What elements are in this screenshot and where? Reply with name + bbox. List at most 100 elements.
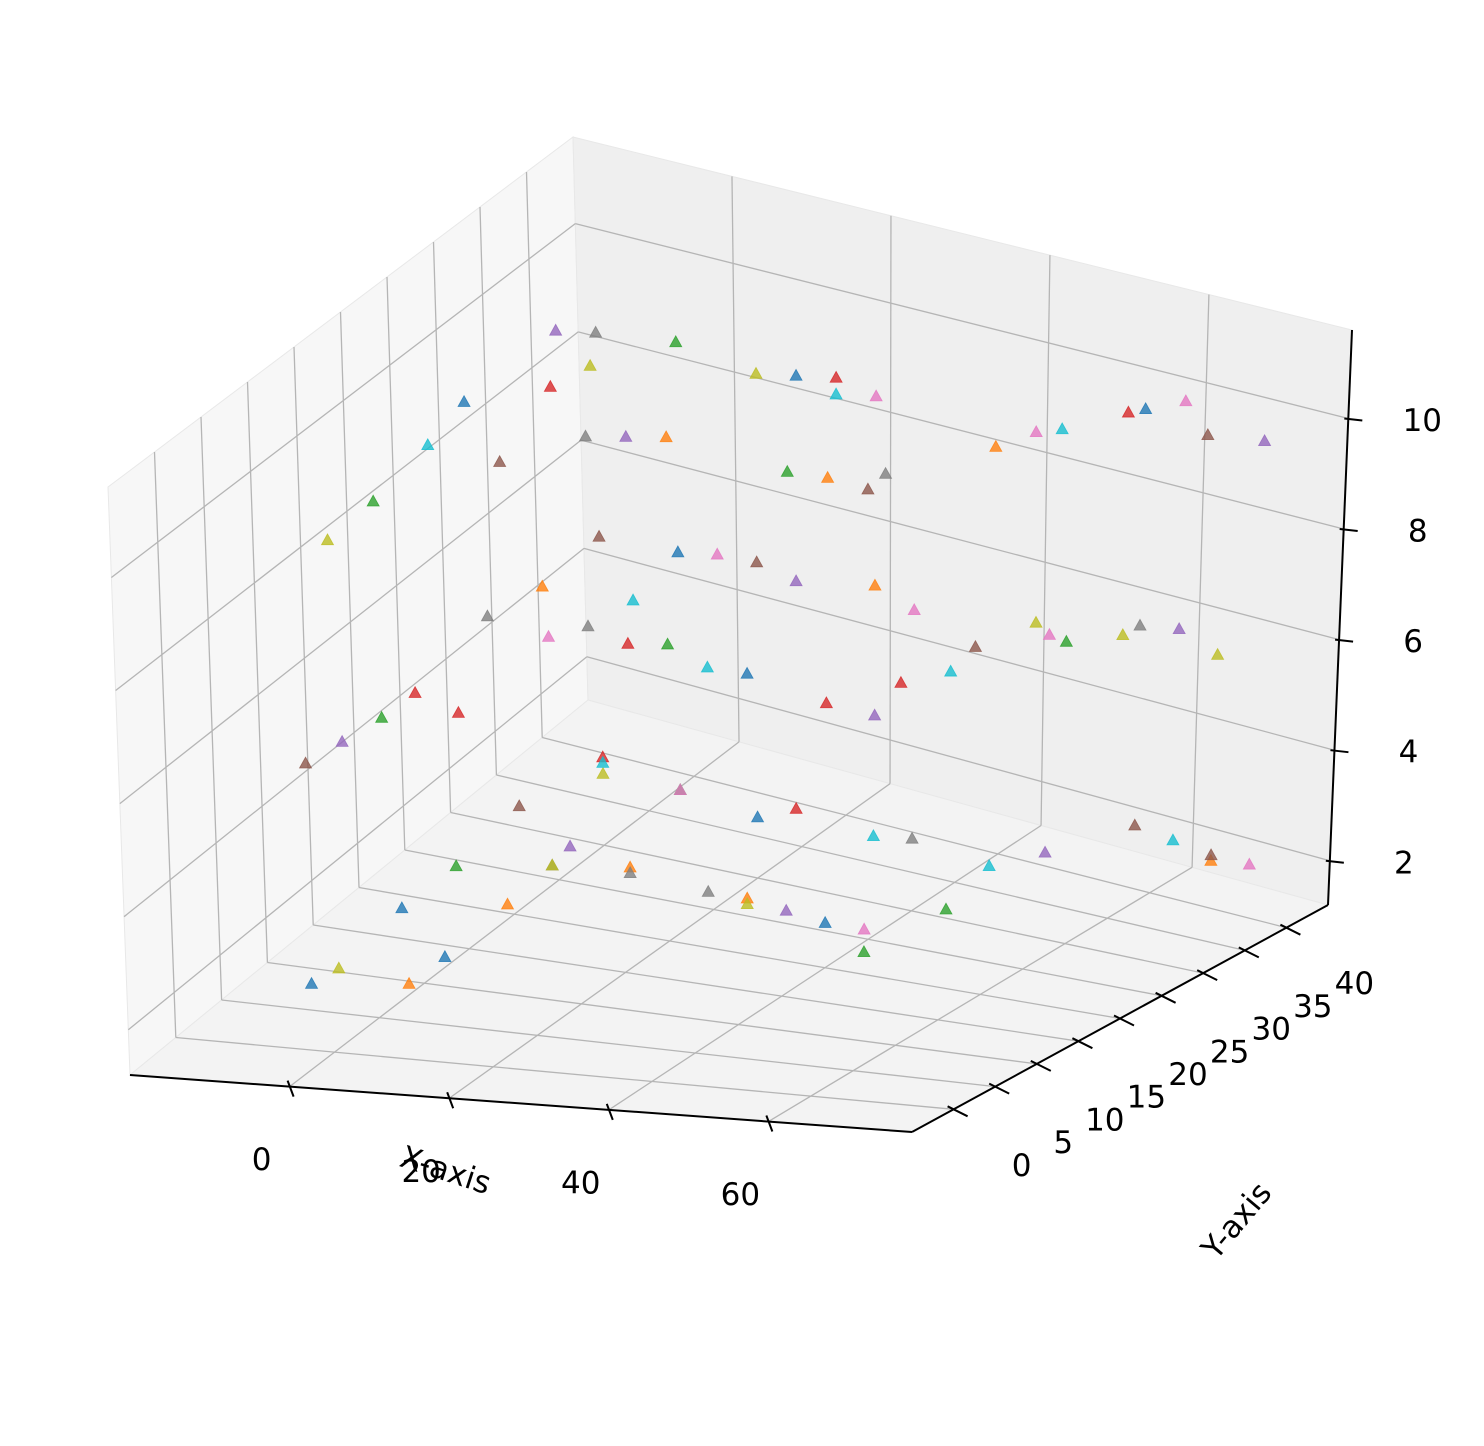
point bbox=[905, 831, 919, 844]
point bbox=[749, 555, 764, 568]
point bbox=[457, 394, 471, 407]
point bbox=[1029, 424, 1043, 437]
grid-line bbox=[542, 736, 1287, 929]
y-tick bbox=[947, 1105, 969, 1118]
point bbox=[1201, 427, 1215, 441]
point bbox=[779, 903, 793, 916]
y-tick bbox=[1279, 923, 1301, 936]
grid-line bbox=[525, 171, 543, 738]
point bbox=[626, 593, 640, 606]
grid-line bbox=[889, 215, 892, 784]
point bbox=[402, 976, 416, 989]
point bbox=[820, 470, 835, 483]
grid-line bbox=[575, 222, 1349, 420]
x-tick-label: 20 bbox=[401, 1154, 440, 1190]
grid-line bbox=[123, 547, 585, 918]
point bbox=[1055, 422, 1069, 435]
y-tick-label: 10 bbox=[1085, 1102, 1124, 1138]
z-tick-label: 10 bbox=[1403, 403, 1442, 439]
grid-line bbox=[583, 547, 1335, 751]
point bbox=[545, 858, 559, 871]
point bbox=[673, 782, 687, 795]
point bbox=[621, 636, 635, 649]
point bbox=[408, 685, 422, 698]
grid-line bbox=[578, 331, 1344, 530]
y-tick-label: 35 bbox=[1293, 989, 1332, 1025]
point bbox=[968, 639, 983, 652]
point bbox=[449, 859, 463, 872]
grid-line bbox=[1191, 294, 1210, 868]
grid-line bbox=[293, 346, 314, 926]
point bbox=[740, 896, 754, 909]
point bbox=[1138, 401, 1153, 414]
point bbox=[1029, 615, 1043, 628]
point bbox=[1128, 818, 1142, 831]
z-tick-label: 4 bbox=[1399, 735, 1419, 771]
point bbox=[395, 901, 409, 914]
grid-line bbox=[1040, 255, 1051, 826]
x-tick-label: 40 bbox=[561, 1165, 600, 1201]
point bbox=[588, 325, 603, 338]
point bbox=[541, 629, 556, 642]
grid-line bbox=[496, 774, 1245, 952]
x-tick bbox=[765, 1115, 774, 1132]
grid-line bbox=[153, 451, 177, 1038]
grid-line bbox=[586, 656, 1331, 862]
x-axis-line bbox=[129, 1074, 913, 1133]
point bbox=[500, 897, 515, 910]
grid-line bbox=[313, 924, 1079, 1042]
point bbox=[868, 578, 882, 591]
point bbox=[1133, 618, 1147, 631]
point bbox=[596, 766, 610, 779]
y-tick-label: 20 bbox=[1168, 1057, 1207, 1093]
point bbox=[1242, 857, 1257, 870]
point bbox=[789, 574, 803, 587]
point bbox=[894, 675, 908, 688]
point bbox=[548, 323, 563, 336]
grid-line bbox=[110, 223, 576, 578]
y-tick bbox=[988, 1082, 1010, 1095]
y-tick bbox=[1030, 1060, 1052, 1072]
point bbox=[592, 529, 606, 542]
point bbox=[480, 609, 495, 622]
point bbox=[535, 579, 549, 592]
point bbox=[512, 799, 526, 812]
point bbox=[578, 429, 593, 442]
point bbox=[660, 637, 675, 650]
point bbox=[818, 915, 832, 928]
point bbox=[671, 545, 685, 558]
point bbox=[659, 430, 673, 443]
point bbox=[1257, 433, 1272, 447]
x-tick bbox=[446, 1091, 455, 1109]
point bbox=[619, 429, 633, 442]
z-tick bbox=[1325, 859, 1344, 864]
point bbox=[861, 482, 875, 495]
point bbox=[789, 801, 803, 814]
y-tick-label: 0 bbox=[1012, 1148, 1032, 1184]
point bbox=[1042, 627, 1057, 640]
point bbox=[943, 664, 958, 677]
point bbox=[701, 884, 715, 897]
z-tick bbox=[1330, 749, 1349, 754]
point bbox=[982, 858, 996, 871]
z-tick-label: 2 bbox=[1394, 845, 1414, 881]
point bbox=[451, 705, 466, 718]
point bbox=[829, 387, 843, 400]
grid-line bbox=[119, 439, 582, 805]
point bbox=[989, 439, 1003, 452]
point bbox=[366, 494, 380, 507]
point bbox=[1166, 833, 1180, 846]
grid-line bbox=[450, 811, 1204, 974]
grid-line bbox=[127, 656, 588, 1031]
x-tick-label: 0 bbox=[252, 1142, 272, 1178]
point bbox=[581, 619, 595, 632]
y-tick bbox=[1238, 946, 1260, 959]
y-tick bbox=[1071, 1037, 1093, 1050]
y-tick-label: 15 bbox=[1127, 1080, 1166, 1116]
point bbox=[1116, 628, 1130, 641]
point bbox=[857, 922, 871, 935]
grid-line bbox=[432, 241, 452, 813]
grid-line bbox=[175, 1036, 954, 1110]
point bbox=[700, 660, 715, 673]
point bbox=[749, 366, 763, 379]
